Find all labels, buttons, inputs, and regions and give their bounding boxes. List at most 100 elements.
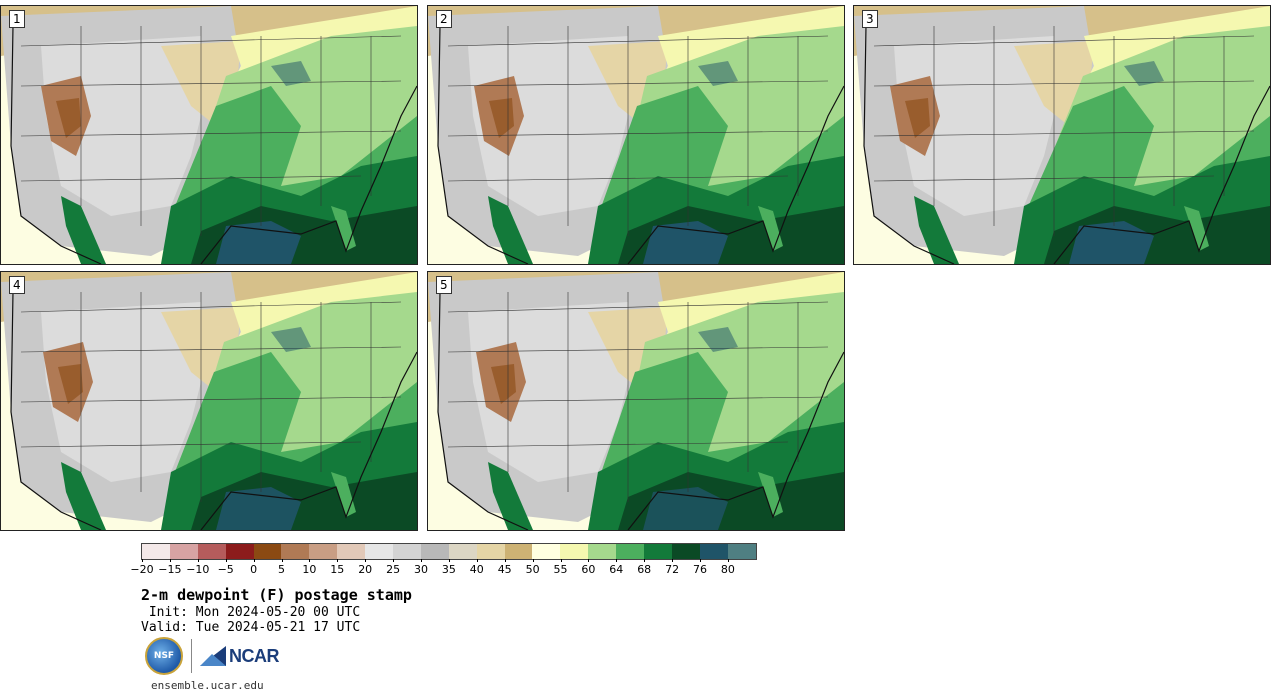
coastline — [10, 291, 417, 530]
stamp-panel-1: 1 — [0, 5, 418, 265]
stamp-label: 4 — [9, 276, 25, 294]
colorbar-tick-label: −5 — [217, 563, 234, 576]
coastline — [437, 291, 844, 530]
colorbar-tick-mark — [169, 559, 171, 562]
colorbar-tick-label: 20 — [358, 563, 373, 576]
colorbar-segment — [476, 544, 505, 559]
colorbar-tick-mark — [588, 559, 590, 562]
colorbar-tick-mark — [560, 559, 562, 562]
coastline — [863, 25, 1270, 264]
colorbar-tick-label: 72 — [665, 563, 680, 576]
logos: NSF NCAR — [145, 637, 280, 675]
site-url[interactable]: ensemble.ucar.edu — [151, 679, 264, 692]
colorbar-tick-mark — [197, 559, 199, 562]
logo-divider — [191, 639, 192, 673]
mexico-coast-region — [61, 462, 106, 530]
mexico-coast-region — [61, 196, 106, 264]
colorbar-tick-mark — [448, 559, 450, 562]
ncar-logo-text: NCAR — [229, 645, 280, 666]
colorbar-tick-label: 0 — [250, 563, 258, 576]
stamp-label: 1 — [9, 10, 25, 28]
colorbar-tick-mark — [253, 559, 255, 562]
colorbar-segment — [588, 544, 617, 559]
colorbar-tick-label: 30 — [414, 563, 428, 576]
chart-title: 2-m dewpoint (F) postage stamp — [141, 586, 412, 604]
colorbar-tick-mark — [672, 559, 674, 562]
colorbar-tick-mark — [504, 559, 506, 562]
colorbar-tick-label: 50 — [525, 563, 540, 576]
colorbar-tick-label: 68 — [637, 563, 652, 576]
ncar-mark-icon — [200, 646, 226, 666]
colorbar-tick-mark — [616, 559, 618, 562]
colorbar-tick-mark — [309, 559, 311, 562]
dewpoint-map-2 — [428, 6, 844, 264]
dewpoint-map-1 — [1, 6, 417, 264]
great-basin-core — [58, 364, 83, 404]
colorbar-segment — [142, 544, 170, 559]
colorbar-segment — [253, 544, 282, 559]
stamp-panel-5: 5 — [427, 271, 845, 531]
dewpoint-map-3 — [854, 6, 1270, 264]
colorbar-tick-mark — [421, 559, 422, 562]
mexico-coast-region — [488, 196, 533, 264]
colorbar-segment — [393, 544, 421, 559]
colorbar-segment — [309, 544, 338, 559]
colorbar-tick-label: 15 — [330, 563, 345, 576]
great-lakes — [698, 327, 738, 352]
colorbar-tick-label: 25 — [386, 563, 401, 576]
colorbar-segment — [281, 544, 310, 559]
state-borders — [447, 292, 829, 502]
colorbar-tick-label: 35 — [441, 563, 456, 576]
stamp-label: 2 — [436, 10, 452, 28]
stamp-label: 3 — [862, 10, 878, 28]
colorbar-segment — [365, 544, 394, 559]
colorbar-segment — [644, 544, 672, 559]
dewpoint-map-4 — [1, 272, 417, 530]
colorbar-tick-label: −10 — [186, 563, 210, 576]
great-lakes — [271, 327, 311, 352]
colorbar-tick-label: 60 — [581, 563, 596, 576]
great-basin-core — [491, 364, 516, 404]
dewpoint-map-5 — [428, 272, 844, 530]
colorbar-tick-label: 80 — [720, 563, 735, 576]
ncar-logo: NCAR — [200, 645, 280, 667]
colorbar-tick-mark — [532, 559, 534, 562]
colorbar-segment — [225, 544, 254, 559]
nsf-logo: NSF — [145, 637, 183, 675]
coastline — [437, 25, 844, 264]
colorbar-tick-label: 55 — [553, 563, 568, 576]
colorbar-tick-mark — [142, 559, 143, 562]
colorbar-tick-mark — [281, 559, 283, 562]
colorbar-tick-mark — [727, 559, 729, 562]
state-borders — [873, 26, 1255, 236]
state-borders — [20, 26, 402, 236]
colorbar-tick-mark — [365, 559, 367, 562]
mexico-coast-region — [488, 462, 533, 530]
init-time: Init: Mon 2024-05-20 00 UTC — [141, 605, 361, 620]
great-basin-core — [905, 98, 930, 138]
stamp-panel-2: 2 — [427, 5, 845, 265]
colorbar-tick-mark — [476, 559, 478, 562]
colorbar-tick-label: 10 — [302, 563, 317, 576]
colorbar-segment — [532, 544, 561, 559]
colorbar-tick-mark — [337, 559, 339, 562]
colorbar-tick-label: 45 — [497, 563, 512, 576]
colorbar-tick-label: −20 — [130, 563, 154, 576]
coastline — [10, 25, 417, 264]
colorbar-segment — [616, 544, 645, 559]
great-lakes — [1124, 61, 1164, 86]
colorbar-segment — [420, 544, 449, 559]
state-borders — [20, 292, 402, 502]
colorbar-segment — [727, 544, 756, 559]
colorbar-segment — [448, 544, 477, 559]
colorbar-tick-label: 76 — [693, 563, 707, 576]
colorbar-segment — [699, 544, 728, 559]
colorbar-tick-label: −15 — [158, 563, 182, 576]
colorbar-segment — [560, 544, 589, 559]
colorbar — [141, 543, 757, 560]
interior-region — [894, 36, 1059, 216]
colorbar-tick-label: 5 — [278, 563, 285, 576]
colorbar-segment — [169, 544, 198, 559]
colorbar-segment — [504, 544, 533, 559]
colorbar-tick-mark — [225, 559, 227, 562]
